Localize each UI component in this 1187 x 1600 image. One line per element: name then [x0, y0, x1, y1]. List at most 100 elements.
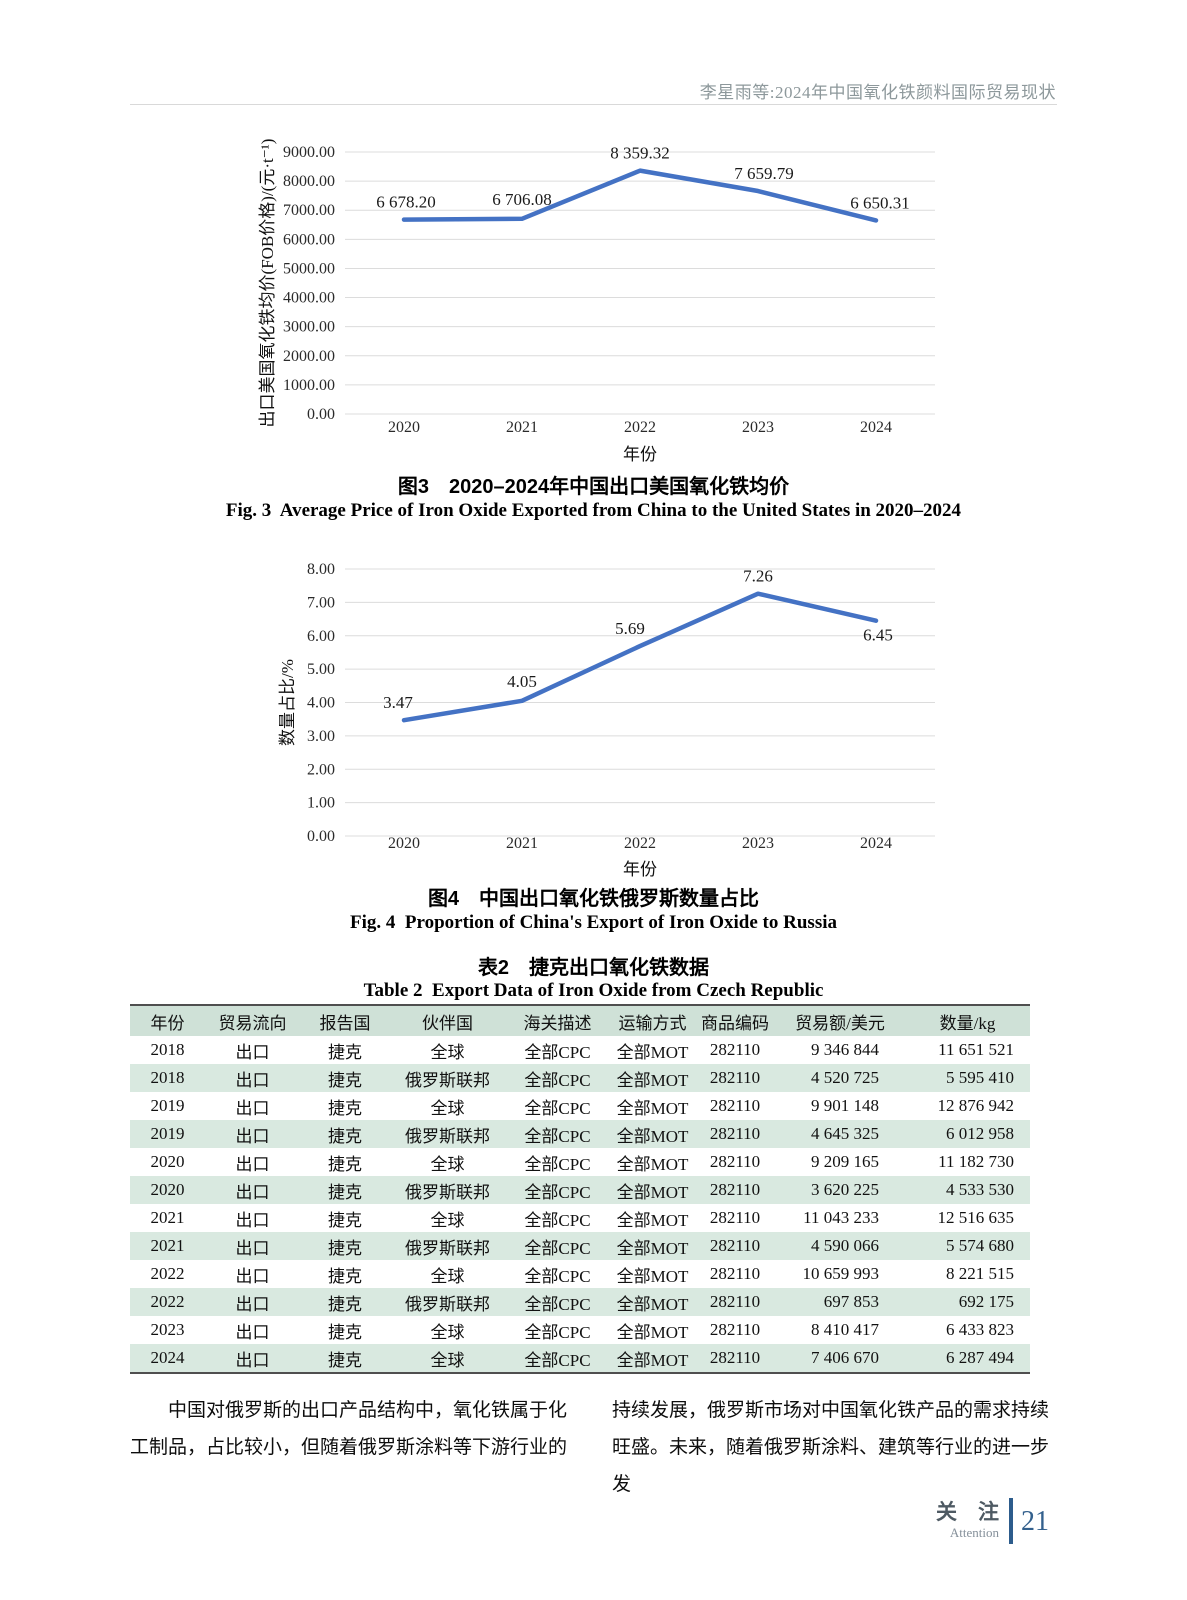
table-cell: 全部MOT [616, 1098, 689, 1118]
data-label: 6 678.20 [376, 193, 436, 212]
table-cell: 出口 [205, 1064, 300, 1092]
column-header: 贸易流向 [205, 1005, 300, 1036]
table-header-row: 年份 贸易流向 报告国 伙伴国 海关描述 运输方式 商品编码 贸易额/美元 数量/kg [130, 1005, 1030, 1036]
footer-section: 关 注 Attention [936, 1496, 999, 1541]
y-tick-label: 8000.00 [283, 173, 335, 190]
table-cell: 282110 [695, 1344, 775, 1373]
table2-caption-en: Table 2 Export Data of Iron Oxide from C… [363, 980, 824, 1001]
page-number: 21 [1021, 1506, 1049, 1537]
table-cell: 2023 [150, 1320, 185, 1339]
table-cell: 捷克 [328, 1098, 362, 1118]
column-header: 伙伴国 [390, 1005, 505, 1036]
x-axis-title: 年份 [623, 860, 657, 879]
footer-section-zh: 关 注 [936, 1501, 999, 1524]
table-cell: 出口 [205, 1232, 300, 1260]
table-cell: 全部CPC [505, 1176, 610, 1204]
table-cell: 2019 [130, 1120, 205, 1148]
table-cell: 全部CPC [505, 1288, 610, 1316]
table-row: 2020 出口 捷克 俄罗斯联邦 全部CPC 全部MOT 282110 3 620 225 4 … [130, 1176, 1030, 1204]
y-tick-label: 5000.00 [283, 260, 335, 277]
table-cell: 282110 [709, 1152, 761, 1171]
y-tick-label: 0.00 [307, 406, 335, 423]
table-row: 2021 出口 捷克 俄罗斯联邦 全部CPC 全部MOT 282110 4 590 066 5 … [130, 1232, 1030, 1260]
fig3-caption-zh: 图3 2020–2024年中国出口美国氧化铁均价 [397, 476, 790, 498]
table-cell: 282110 [695, 1064, 775, 1092]
y-tick-label: 0.00 [307, 828, 335, 845]
x-tick-label: 2021 [506, 835, 538, 852]
table-cell: 2021 [130, 1232, 205, 1260]
header-divider [130, 104, 1057, 105]
y-tick-label: 9000.00 [283, 144, 335, 161]
table-cell: 捷克 [328, 1322, 362, 1342]
table-cell: 全部CPC [524, 1322, 591, 1342]
y-tick-label: 1000.00 [283, 377, 335, 394]
table-cell: 8 410 417 [811, 1320, 879, 1339]
body-paragraph-right: 持续发展，俄罗斯市场对中国氧化铁产品的需求持续 旺盛。未来，随着俄罗斯涂料、建筑… [612, 1400, 1050, 1495]
table-cell: 2018 [130, 1064, 205, 1092]
column-header: 海关描述 [505, 1005, 610, 1036]
table-cell: 全部MOT [610, 1288, 695, 1316]
table-cell: 出口 [235, 1042, 270, 1062]
table-cell: 捷克 [300, 1120, 390, 1148]
y-axis-title: 出口美国氧化铁均价(FOB价格)/(元·t⁻¹) [258, 139, 277, 428]
table-cell: 出口 [235, 1210, 270, 1230]
table-cell: 捷克 [300, 1344, 390, 1373]
table-row: 2020 出口 捷克 全球 全部CPC 全部MOT 282110 9 209 165 11 18… [130, 1148, 1030, 1176]
table-cell: 俄罗斯联邦 [390, 1288, 505, 1316]
table-cell: 出口 [235, 1098, 270, 1118]
table-cell: 全部CPC [524, 1042, 591, 1062]
table-cell: 2018 [150, 1040, 185, 1059]
table-cell: 全部CPC [524, 1266, 591, 1286]
column-header: 年份 [130, 1005, 205, 1036]
running-head: 李星雨等:2024年中国氧化铁颜料国际贸易现状 [699, 83, 1056, 102]
table-cell: 出口 [205, 1176, 300, 1204]
table-cell: 282110 [695, 1232, 775, 1260]
table-cell: 282110 [709, 1320, 761, 1339]
y-tick-label: 6.00 [307, 628, 335, 645]
table-row: 2018 出口 捷克 全球 全部CPC 全部MOT 282110 9 346 844 11 65… [130, 1036, 1030, 1064]
column-header: 数量/kg [905, 1005, 1030, 1036]
table-cell: 697 853 [775, 1288, 905, 1316]
table-cell: 8 221 515 [946, 1264, 1014, 1283]
table-cell: 俄罗斯联邦 [390, 1064, 505, 1092]
table-cell: 6 433 823 [946, 1320, 1014, 1339]
data-label: 5.69 [615, 619, 645, 638]
y-tick-label: 3.00 [307, 728, 335, 745]
table-cell: 捷克 [300, 1064, 390, 1092]
x-tick-label: 2023 [742, 835, 774, 852]
y-tick-label: 1.00 [307, 795, 335, 812]
data-label: 3.47 [383, 693, 413, 712]
table-cell: 捷克 [328, 1154, 362, 1174]
table-cell: 俄罗斯联邦 [390, 1120, 505, 1148]
table-cell: 2021 [150, 1208, 185, 1227]
fig4-line-chart: 0.00 1.00 2.00 3.00 4.00 5.00 6.00 7.00 8.00 2020… [278, 561, 935, 879]
table-cell: 全部CPC [505, 1120, 610, 1148]
table-cell: 2024 [130, 1344, 205, 1373]
body-text-columns: 中国对俄罗斯的出口产品结构中，氧化铁属于化 工制品，占比较小，但随着俄罗斯涂料等… [130, 1392, 1057, 1503]
table-cell: 全部CPC [505, 1064, 610, 1092]
table-row: 2019 出口 捷克 俄罗斯联邦 全部CPC 全部MOT 282110 4 645 325 6 … [130, 1120, 1030, 1148]
y-tick-label: 3000.00 [283, 319, 335, 336]
table-cell: 5 595 410 [905, 1064, 1030, 1092]
table-cell: 全球 [430, 1266, 465, 1286]
table-cell: 12 876 942 [937, 1096, 1015, 1115]
table-cell: 全部MOT [610, 1120, 695, 1148]
table-cell: 9 209 165 [811, 1152, 879, 1171]
table2-body: 2018 出口 捷克 全球 全部CPC 全部MOT 282110 9 346 844 11 65… [130, 1036, 1030, 1373]
y-tick-label: 4000.00 [283, 290, 335, 307]
fig4-caption-en: Fig. 4 Proportion of China's Export of I… [349, 912, 837, 933]
table-cell: 全部MOT [616, 1210, 689, 1230]
table-cell: 282110 [709, 1040, 761, 1059]
table-cell: 全球 [430, 1154, 465, 1174]
table-cell: 全部CPC [505, 1232, 610, 1260]
table-cell: 全部MOT [616, 1042, 689, 1062]
table-cell: 2019 [150, 1096, 185, 1115]
page-footer: 关 注 Attention 21 [936, 1496, 1049, 1544]
table-cell: 全部CPC [524, 1154, 591, 1174]
column-header: 运输方式 [610, 1005, 695, 1036]
table-cell: 俄罗斯联邦 [390, 1176, 505, 1204]
table-cell: 9 901 148 [811, 1096, 879, 1115]
table-cell: 4 520 725 [775, 1064, 905, 1092]
table-cell: 全球 [430, 1098, 465, 1118]
fig4-caption-zh: 图4 中国出口氧化铁俄罗斯数量占比 [427, 888, 760, 910]
